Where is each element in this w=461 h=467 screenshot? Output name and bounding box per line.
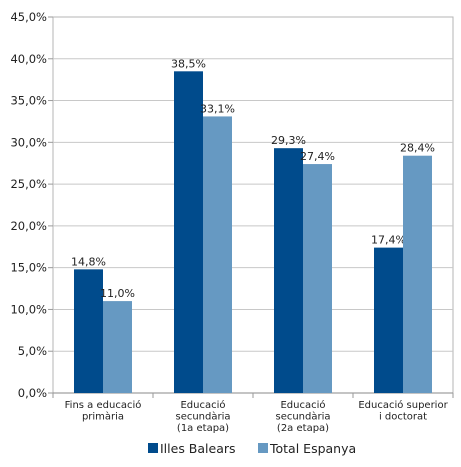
bar-total-espanya [203,116,232,393]
y-tick-label: 30,0% [10,135,47,149]
y-tick-label: 25,0% [10,177,47,191]
x-category-label: Educació secundària (2a etapa) [275,399,330,434]
x-category-label: Educació secundària (1a etapa) [175,399,230,434]
data-label: 33,1% [200,102,235,115]
data-label: 14,8% [71,255,106,268]
y-tick-label: 20,0% [10,219,47,233]
y-tick-label: 0,0% [18,386,47,400]
y-tick-label: 40,0% [10,52,47,66]
x-category-label: Fins a educació primària [65,399,142,423]
y-tick-label: 15,0% [10,261,47,275]
bar-total-espanya [303,164,332,393]
data-label: 29,3% [271,134,306,147]
y-tick-label: 10,0% [10,302,47,316]
legend-label-total-espanya: Total Espanya [269,441,356,456]
data-label: 38,5% [171,57,206,70]
data-label: 27,4% [300,150,335,163]
data-label: 11,0% [100,287,135,300]
bar-illes-balears [174,71,203,394]
bar-total-espanya [403,155,432,393]
y-tick-label: 45,0% [10,10,47,24]
x-category-label: Educació superior i doctorat [358,399,448,423]
bar-total-espanya [103,301,132,393]
bar-illes-balears [274,148,303,393]
data-label: 28,4% [400,142,435,155]
y-tick-label: 35,0% [10,94,47,108]
y-tick-label: 5,0% [18,344,47,358]
legend-label-illes-balears: Illes Balears [160,441,236,456]
bar-illes-balears [74,269,103,393]
bar-illes-balears [374,247,403,393]
data-label: 17,4% [371,234,406,247]
legend-swatch-total-espanya [258,443,268,453]
legend-swatch-illes-balears [148,443,158,453]
